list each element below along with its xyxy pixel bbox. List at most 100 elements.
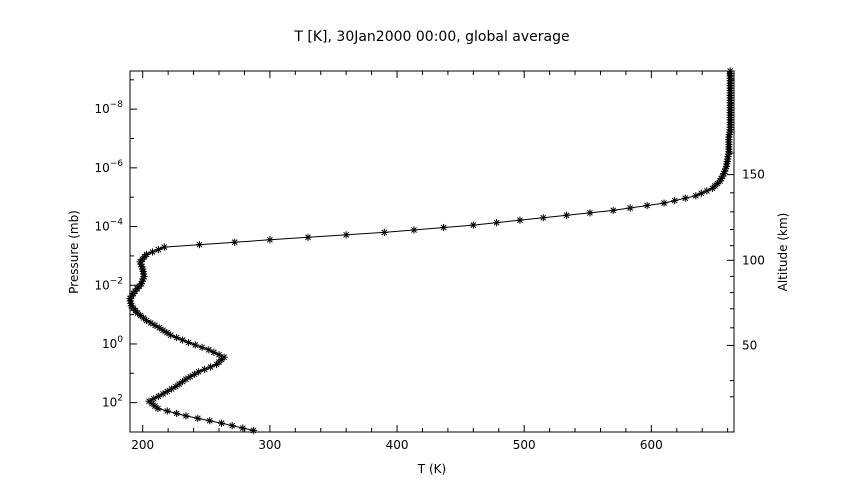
marker-stroke <box>179 337 186 343</box>
data-point-marker <box>249 426 257 435</box>
data-point-marker <box>178 336 187 344</box>
marker-stroke <box>164 408 171 414</box>
data-point-marker <box>163 329 171 337</box>
marker-stroke <box>173 334 180 341</box>
marker-stroke <box>343 231 350 238</box>
marker-stroke <box>682 195 689 202</box>
marker-stroke <box>627 205 634 211</box>
marker-stroke <box>199 344 205 351</box>
y-axis-label: Pressure (mb) <box>67 210 81 294</box>
data-point-marker <box>186 373 194 381</box>
marker-stroke <box>192 342 199 348</box>
x-tick-label: 200 <box>131 438 154 452</box>
data-point-marker <box>342 231 350 239</box>
marker-stroke <box>147 320 154 326</box>
data-point-marker <box>167 385 176 393</box>
data-point-marker <box>609 206 617 215</box>
marker-stroke <box>231 239 238 246</box>
chart-title: T [K], 30Jan2000 00:00, global average <box>293 29 569 45</box>
marker-stroke <box>176 381 183 387</box>
data-point-marker <box>231 238 239 246</box>
data-point-marker <box>217 419 226 427</box>
y-tick-label: 102 <box>102 394 123 410</box>
marker-stroke <box>644 202 651 209</box>
marker-stroke <box>152 322 158 329</box>
marker-stroke <box>586 209 593 216</box>
data-point-marker <box>205 346 213 354</box>
marker-stroke <box>164 388 171 395</box>
y-tick-label: 100 <box>102 335 123 351</box>
marker-stroke <box>137 312 144 319</box>
marker-stroke <box>156 324 163 331</box>
marker-stroke <box>152 403 158 409</box>
data-point-marker <box>154 245 162 254</box>
data-point-marker <box>150 395 158 403</box>
plot-frame <box>129 70 735 433</box>
marker-stroke <box>698 190 705 197</box>
data-point-marker <box>195 368 203 376</box>
data-point-marker <box>160 243 168 251</box>
data-point-marker <box>266 236 274 244</box>
data-point-marker <box>148 248 157 256</box>
data-point-marker <box>220 353 228 361</box>
x-tick-label: 300 <box>258 438 281 452</box>
data-point-marker <box>643 201 651 210</box>
data-point-marker <box>626 204 634 212</box>
temperature-line <box>129 71 731 431</box>
altitude-axis-label: Altitude (km) <box>776 213 790 292</box>
data-point-marker <box>562 211 571 219</box>
y-tick-label: 10−2 <box>94 276 123 292</box>
marker-stroke <box>470 222 477 228</box>
marker-stroke <box>211 349 217 356</box>
marker-stroke <box>138 263 145 270</box>
marker-stroke <box>160 390 166 397</box>
data-point-marker <box>539 214 547 222</box>
altitude-tick-label: 50 <box>742 338 757 352</box>
data-point-marker <box>726 67 734 75</box>
y-tick-label: 10−6 <box>94 159 123 175</box>
data-point-marker <box>173 333 181 342</box>
marker-stroke <box>191 371 198 378</box>
data-point-marker <box>151 321 159 329</box>
marker-stroke <box>167 332 174 339</box>
marker-stroke <box>161 244 168 250</box>
marker-stroke <box>139 266 146 273</box>
marker-stroke <box>221 354 227 361</box>
marker-stroke <box>661 200 667 206</box>
marker-stroke <box>610 207 617 214</box>
data-point-marker <box>586 209 594 217</box>
marker-stroke <box>205 346 212 353</box>
data-point-marker <box>184 338 193 347</box>
data-point-marker <box>182 412 190 420</box>
marker-stroke <box>540 214 547 221</box>
data-point-marker <box>142 250 151 259</box>
altitude-axis-ticks: 150 100 50 <box>727 79 765 398</box>
data-point-marker <box>469 221 477 229</box>
marker-stroke <box>143 317 150 324</box>
x-tick-label: 600 <box>640 438 663 452</box>
data-point-marker <box>195 241 204 249</box>
marker-stroke <box>218 420 225 427</box>
marker-stroke <box>692 192 699 199</box>
data-point-marker <box>493 219 501 227</box>
x-tick-label: 500 <box>513 438 536 452</box>
data-point-marker <box>163 407 171 415</box>
marker-stroke <box>140 315 147 321</box>
marker-stroke <box>411 227 417 233</box>
marker-stroke <box>381 229 388 236</box>
data-point-marker <box>215 351 223 359</box>
data-point-marker <box>175 380 183 388</box>
marker-stroke <box>305 234 311 241</box>
marker-stroke <box>155 393 162 400</box>
marker-stroke <box>194 415 201 422</box>
data-point-marker <box>190 370 199 378</box>
marker-stroke <box>207 364 214 370</box>
marker-stroke <box>517 217 523 224</box>
data-point-marker <box>692 192 700 200</box>
marker-stroke <box>195 368 202 375</box>
data-point-marker <box>172 382 180 391</box>
marker-stroke <box>168 386 175 392</box>
data-point-marker <box>516 216 524 224</box>
marker-stroke <box>163 329 170 336</box>
